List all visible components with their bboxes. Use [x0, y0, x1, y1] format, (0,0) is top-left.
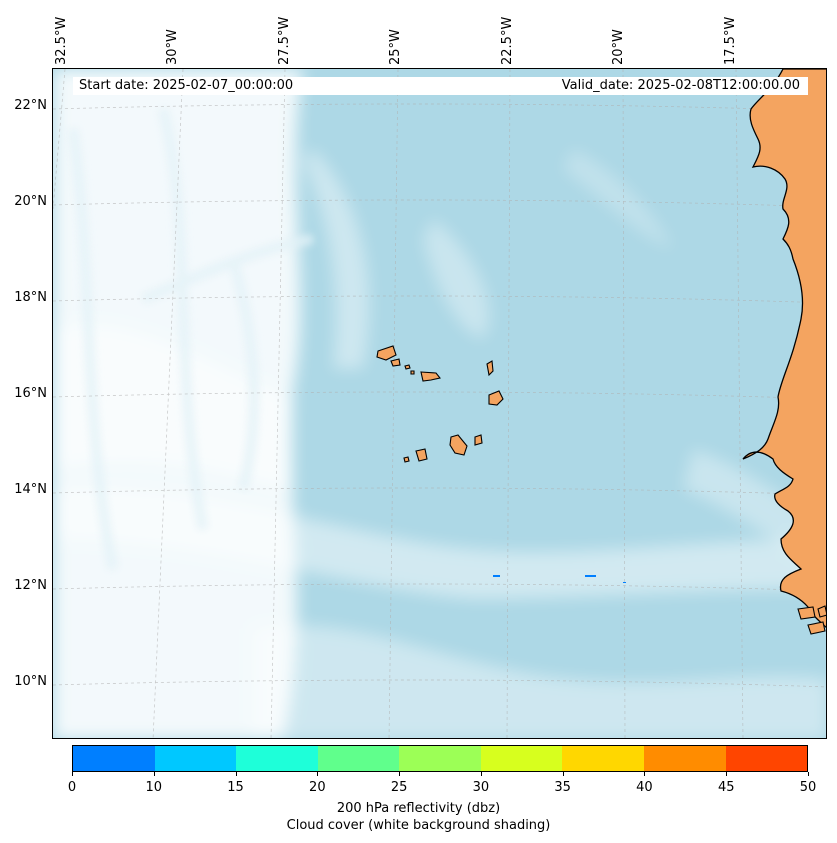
colorbar-tick: [562, 772, 564, 776]
colorbar-segment: [236, 746, 318, 771]
colorbar-tick-label: 10: [145, 780, 163, 795]
colorbar-subtitle: Cloud cover (white background shading): [286, 818, 551, 833]
latitude-label: 10°N: [14, 674, 47, 689]
colorbar-tick: [808, 772, 809, 776]
colorbar-tick: [317, 772, 319, 776]
colorbar-tick-label: 50: [799, 780, 817, 795]
longitude-label: 32.5°W: [54, 16, 69, 65]
reflectivity-colorbar: [72, 745, 808, 772]
map-canvas: [53, 69, 826, 738]
colorbar-tick-label: 35: [554, 780, 571, 795]
cloud-streaks: [68, 107, 314, 570]
longitude-label: 20°W: [611, 29, 626, 65]
longitude-label: 27.5°W: [277, 16, 292, 65]
colorbar-tick: [72, 772, 73, 776]
colorbar-tick: [235, 772, 237, 776]
colorbar-segment: [73, 746, 155, 771]
bissau-islands: [797, 605, 826, 635]
graticule: [53, 69, 826, 738]
map-panel: [52, 68, 827, 739]
colorbar-tick: [644, 772, 646, 776]
colorbar-title: 200 hPa reflectivity (dbz): [336, 801, 501, 816]
longitude-label: 22.5°W: [500, 16, 515, 65]
colorbar-segment: [399, 746, 481, 771]
colorbar-tick-label: 0: [67, 780, 77, 795]
colorbar-tick-label: 20: [309, 780, 326, 795]
start-date-label: Start date: 2025-02-07_00:00:00: [79, 78, 294, 93]
africa-landmass: [742, 69, 826, 629]
colorbar-tick-label: 40: [636, 780, 653, 795]
cloud-cover-shading: [53, 69, 826, 738]
longitude-label: 17.5°W: [723, 16, 738, 65]
colorbar-segment: [317, 746, 400, 771]
date-info-bar: Start date: 2025-02-07_00:00:00 Valid_da…: [73, 77, 808, 95]
latitude-label: 20°N: [14, 194, 47, 209]
reflectivity-echoes: [493, 575, 626, 583]
longitude-label: 25°W: [388, 29, 403, 65]
colorbar-segment: [480, 746, 563, 771]
latitude-label: 18°N: [14, 290, 47, 305]
colorbar-tick: [480, 772, 482, 776]
latitude-label: 16°N: [14, 386, 47, 401]
colorbar-tick-label: 30: [472, 780, 490, 795]
valid-date-label: Valid_date: 2025-02-08T12:00:00.00: [561, 78, 800, 93]
colorbar-segment: [562, 746, 644, 771]
colorbar-tick: [153, 772, 155, 776]
colorbar-segment: [725, 746, 808, 771]
colorbar-tick: [399, 772, 401, 776]
latitude-label: 12°N: [14, 578, 47, 593]
colorbar-tick-label: 25: [390, 780, 408, 795]
cape-verde-islands: [376, 345, 504, 463]
longitude-label: 30°W: [165, 29, 180, 65]
colorbar-segment: [154, 746, 237, 771]
colorbar-tick-label: 45: [717, 780, 735, 795]
latitude-label: 22°N: [14, 98, 47, 113]
latitude-label: 14°N: [14, 482, 47, 497]
colorbar-segment: [643, 746, 726, 771]
colorbar-tick-label: 15: [227, 780, 244, 795]
colorbar-tick: [726, 772, 728, 776]
